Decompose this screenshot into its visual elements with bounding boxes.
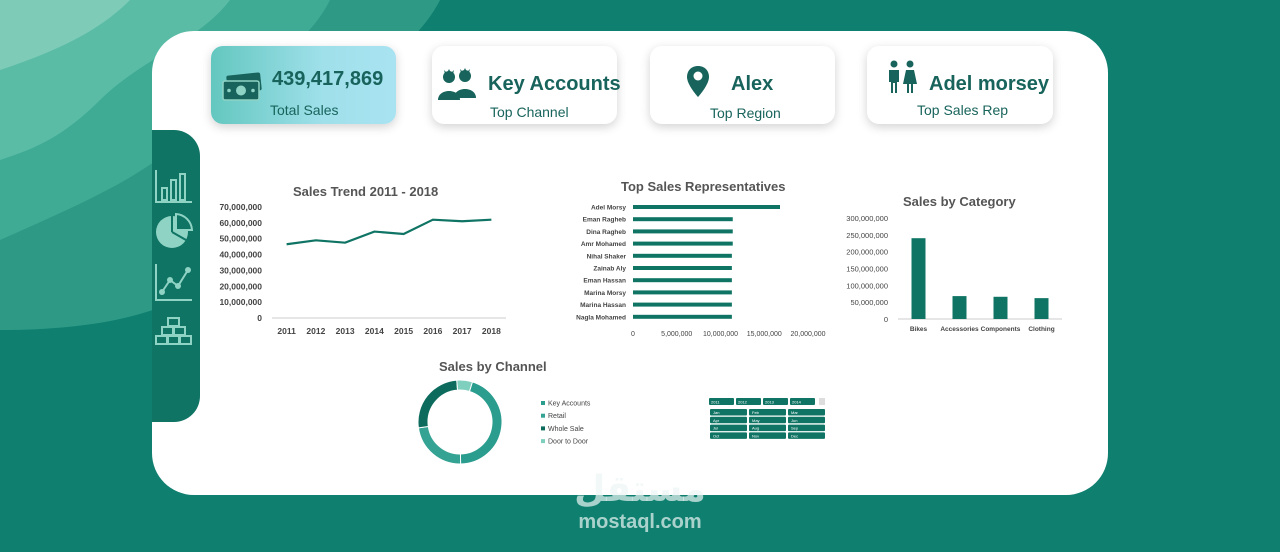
year-button[interactable] bbox=[736, 398, 761, 405]
month-button[interactable] bbox=[710, 432, 747, 439]
month-label[interactable]: Jan bbox=[713, 410, 719, 415]
kpi-value: Key Accounts bbox=[488, 73, 621, 95]
slicer-scroll[interactable] bbox=[819, 398, 825, 405]
watermark-domain: mostaql.com bbox=[578, 511, 702, 533]
chart-title: Sales by Category bbox=[903, 194, 1016, 209]
location-pin-icon bbox=[687, 66, 709, 97]
month-label[interactable]: Sep bbox=[791, 426, 799, 431]
month-button[interactable] bbox=[749, 432, 786, 439]
month-label[interactable]: Apr bbox=[713, 418, 720, 423]
kpi-label: Top Channel bbox=[490, 104, 569, 120]
people-group-icon bbox=[438, 68, 476, 100]
stack-icon[interactable] bbox=[152, 308, 196, 352]
kpi-top-sales-rep: Adel morsey Top Sales Rep bbox=[867, 46, 1053, 124]
chart-title: Sales Trend 2011 - 2018 bbox=[293, 184, 439, 199]
year-button[interactable] bbox=[709, 398, 734, 405]
month-button[interactable] bbox=[788, 416, 825, 424]
kpi-top-region: Alex Top Region bbox=[650, 46, 835, 124]
month-button[interactable] bbox=[749, 416, 786, 424]
month-label[interactable]: Feb bbox=[752, 410, 760, 415]
month-button[interactable] bbox=[749, 409, 786, 416]
year-label[interactable]: 2012 bbox=[738, 400, 748, 405]
chart-title: Sales by Channel bbox=[439, 359, 547, 374]
year-button[interactable] bbox=[790, 398, 815, 405]
month-label[interactable]: Oct bbox=[713, 433, 720, 438]
line-chart-icon[interactable] bbox=[152, 260, 196, 304]
month-button[interactable] bbox=[788, 409, 825, 416]
year-label[interactable]: 2013 bbox=[765, 400, 775, 405]
month-button[interactable] bbox=[749, 424, 786, 432]
kpi-label: Top Region bbox=[710, 105, 781, 121]
month-label[interactable]: Aug bbox=[752, 426, 759, 431]
couple-icon bbox=[889, 60, 917, 93]
month-button[interactable] bbox=[710, 416, 747, 424]
year-button[interactable] bbox=[763, 398, 788, 405]
kpi-value: Alex bbox=[731, 73, 774, 95]
kpi-value: Adel morsey bbox=[929, 73, 1050, 95]
month-button[interactable] bbox=[788, 432, 825, 439]
date-slicer[interactable]: 2011 2012 2013 2014 Jan Feb Mar Apr May Jun Jul Aug… bbox=[708, 397, 828, 441]
bar-chart-icon[interactable] bbox=[152, 164, 196, 208]
month-button[interactable] bbox=[710, 409, 747, 416]
month-label[interactable]: Jul bbox=[713, 426, 718, 431]
month-button[interactable] bbox=[710, 424, 747, 432]
pie-chart-icon[interactable] bbox=[152, 210, 196, 254]
kpi-top-channel: Key Accounts Top Channel bbox=[432, 46, 621, 124]
kpi-label: Top Sales Rep bbox=[917, 102, 1009, 118]
year-label[interactable]: 2011 bbox=[711, 400, 720, 405]
month-label[interactable]: Mar bbox=[791, 410, 799, 415]
kpi-value: 439,417,869 bbox=[272, 68, 384, 90]
kpi-label: Total Sales bbox=[270, 102, 339, 118]
money-icon bbox=[222, 72, 262, 101]
month-label[interactable]: Nov bbox=[752, 433, 759, 438]
month-label[interactable]: Jun bbox=[791, 418, 797, 423]
watermark: مستقل mostaql.com bbox=[560, 470, 720, 542]
sidebar bbox=[152, 130, 200, 422]
kpi-total-sales: 439,417,869 Total Sales bbox=[211, 46, 396, 124]
month-label[interactable]: May bbox=[752, 418, 760, 423]
month-button[interactable] bbox=[788, 424, 825, 432]
watermark-arabic: مستقل bbox=[574, 469, 706, 510]
chart-title: Top Sales Representatives bbox=[621, 179, 786, 194]
month-label[interactable]: Dec bbox=[791, 433, 798, 438]
year-label[interactable]: 2014 bbox=[792, 400, 802, 405]
